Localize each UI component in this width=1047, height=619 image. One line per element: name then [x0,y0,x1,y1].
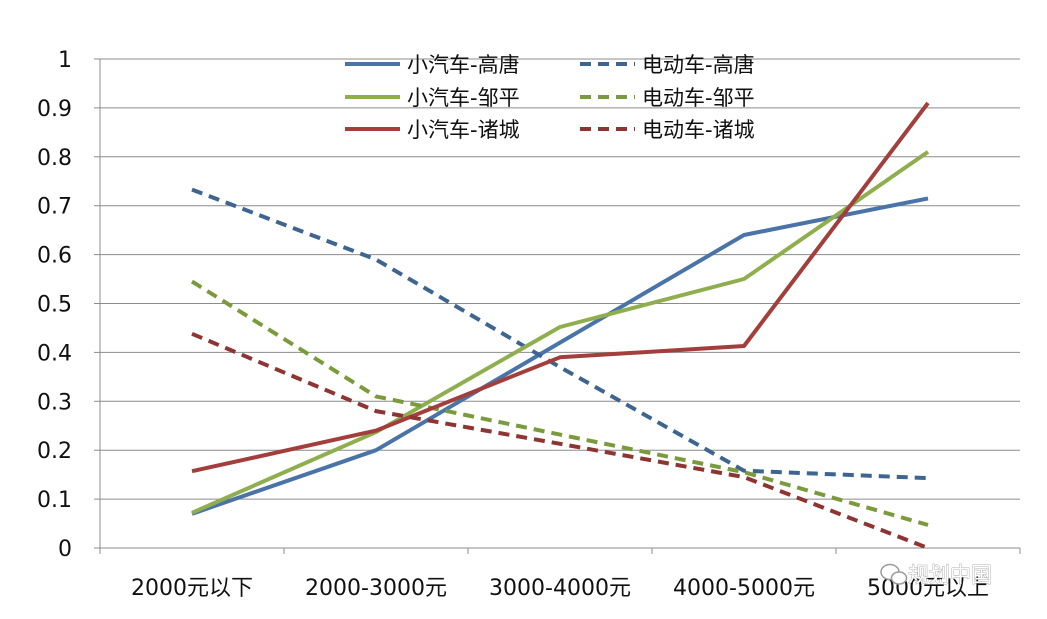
series-line [190,279,929,527]
y-tick-label: 0.3 [37,390,72,415]
series-lines [190,101,930,550]
wechat-icon [880,563,908,585]
series-line [191,187,929,481]
y-tick-label: 0 [58,537,72,562]
x-tick-label: 2000-3000元 [305,576,447,601]
series-line [191,101,930,474]
y-tick-label: 0.2 [37,439,72,464]
x-axis-ticks: 2000元以下 2000-3000元 3000-4000元 4000-5000元 500… [99,548,1021,601]
gridlines [100,58,1020,500]
x-tick-label: 4000-5000元 [673,576,815,601]
y-tick-label: 0.9 [37,97,72,122]
y-tick-label: 0.1 [37,488,72,513]
y-tick-label: 0.7 [37,195,72,220]
y-tick-label: 1 [58,48,72,73]
y-tick-label: 0.4 [37,341,72,366]
legend-label: 电动车-诸城 [642,118,755,142]
series-line [191,150,930,515]
series-line [191,331,929,550]
x-tick-label: 2000元以下 [131,576,253,601]
legend-label: 小汽车-高唐 [407,53,520,77]
watermark: 规划中国 [880,563,992,587]
legend-label: 小汽车-邹平 [407,86,520,110]
y-tick-label: 0.8 [37,146,72,171]
legend-label: 小汽车-诸城 [407,118,520,142]
x-tick-label: 3000-4000元 [489,576,631,601]
legend-label: 电动车-高唐 [642,53,755,77]
y-axis-ticks: 0 0.1 0.2 0.3 0.4 0.5 0.6 0.7 0.8 0.9 1 [37,48,100,562]
legend-label: 电动车-邹平 [642,86,755,110]
series-line [191,196,929,516]
watermark-text: 规划中国 [908,563,992,587]
y-tick-label: 0.6 [37,244,72,269]
y-tick-label: 0.5 [37,293,72,318]
x-tick-label: 5000元以上 [867,576,989,601]
